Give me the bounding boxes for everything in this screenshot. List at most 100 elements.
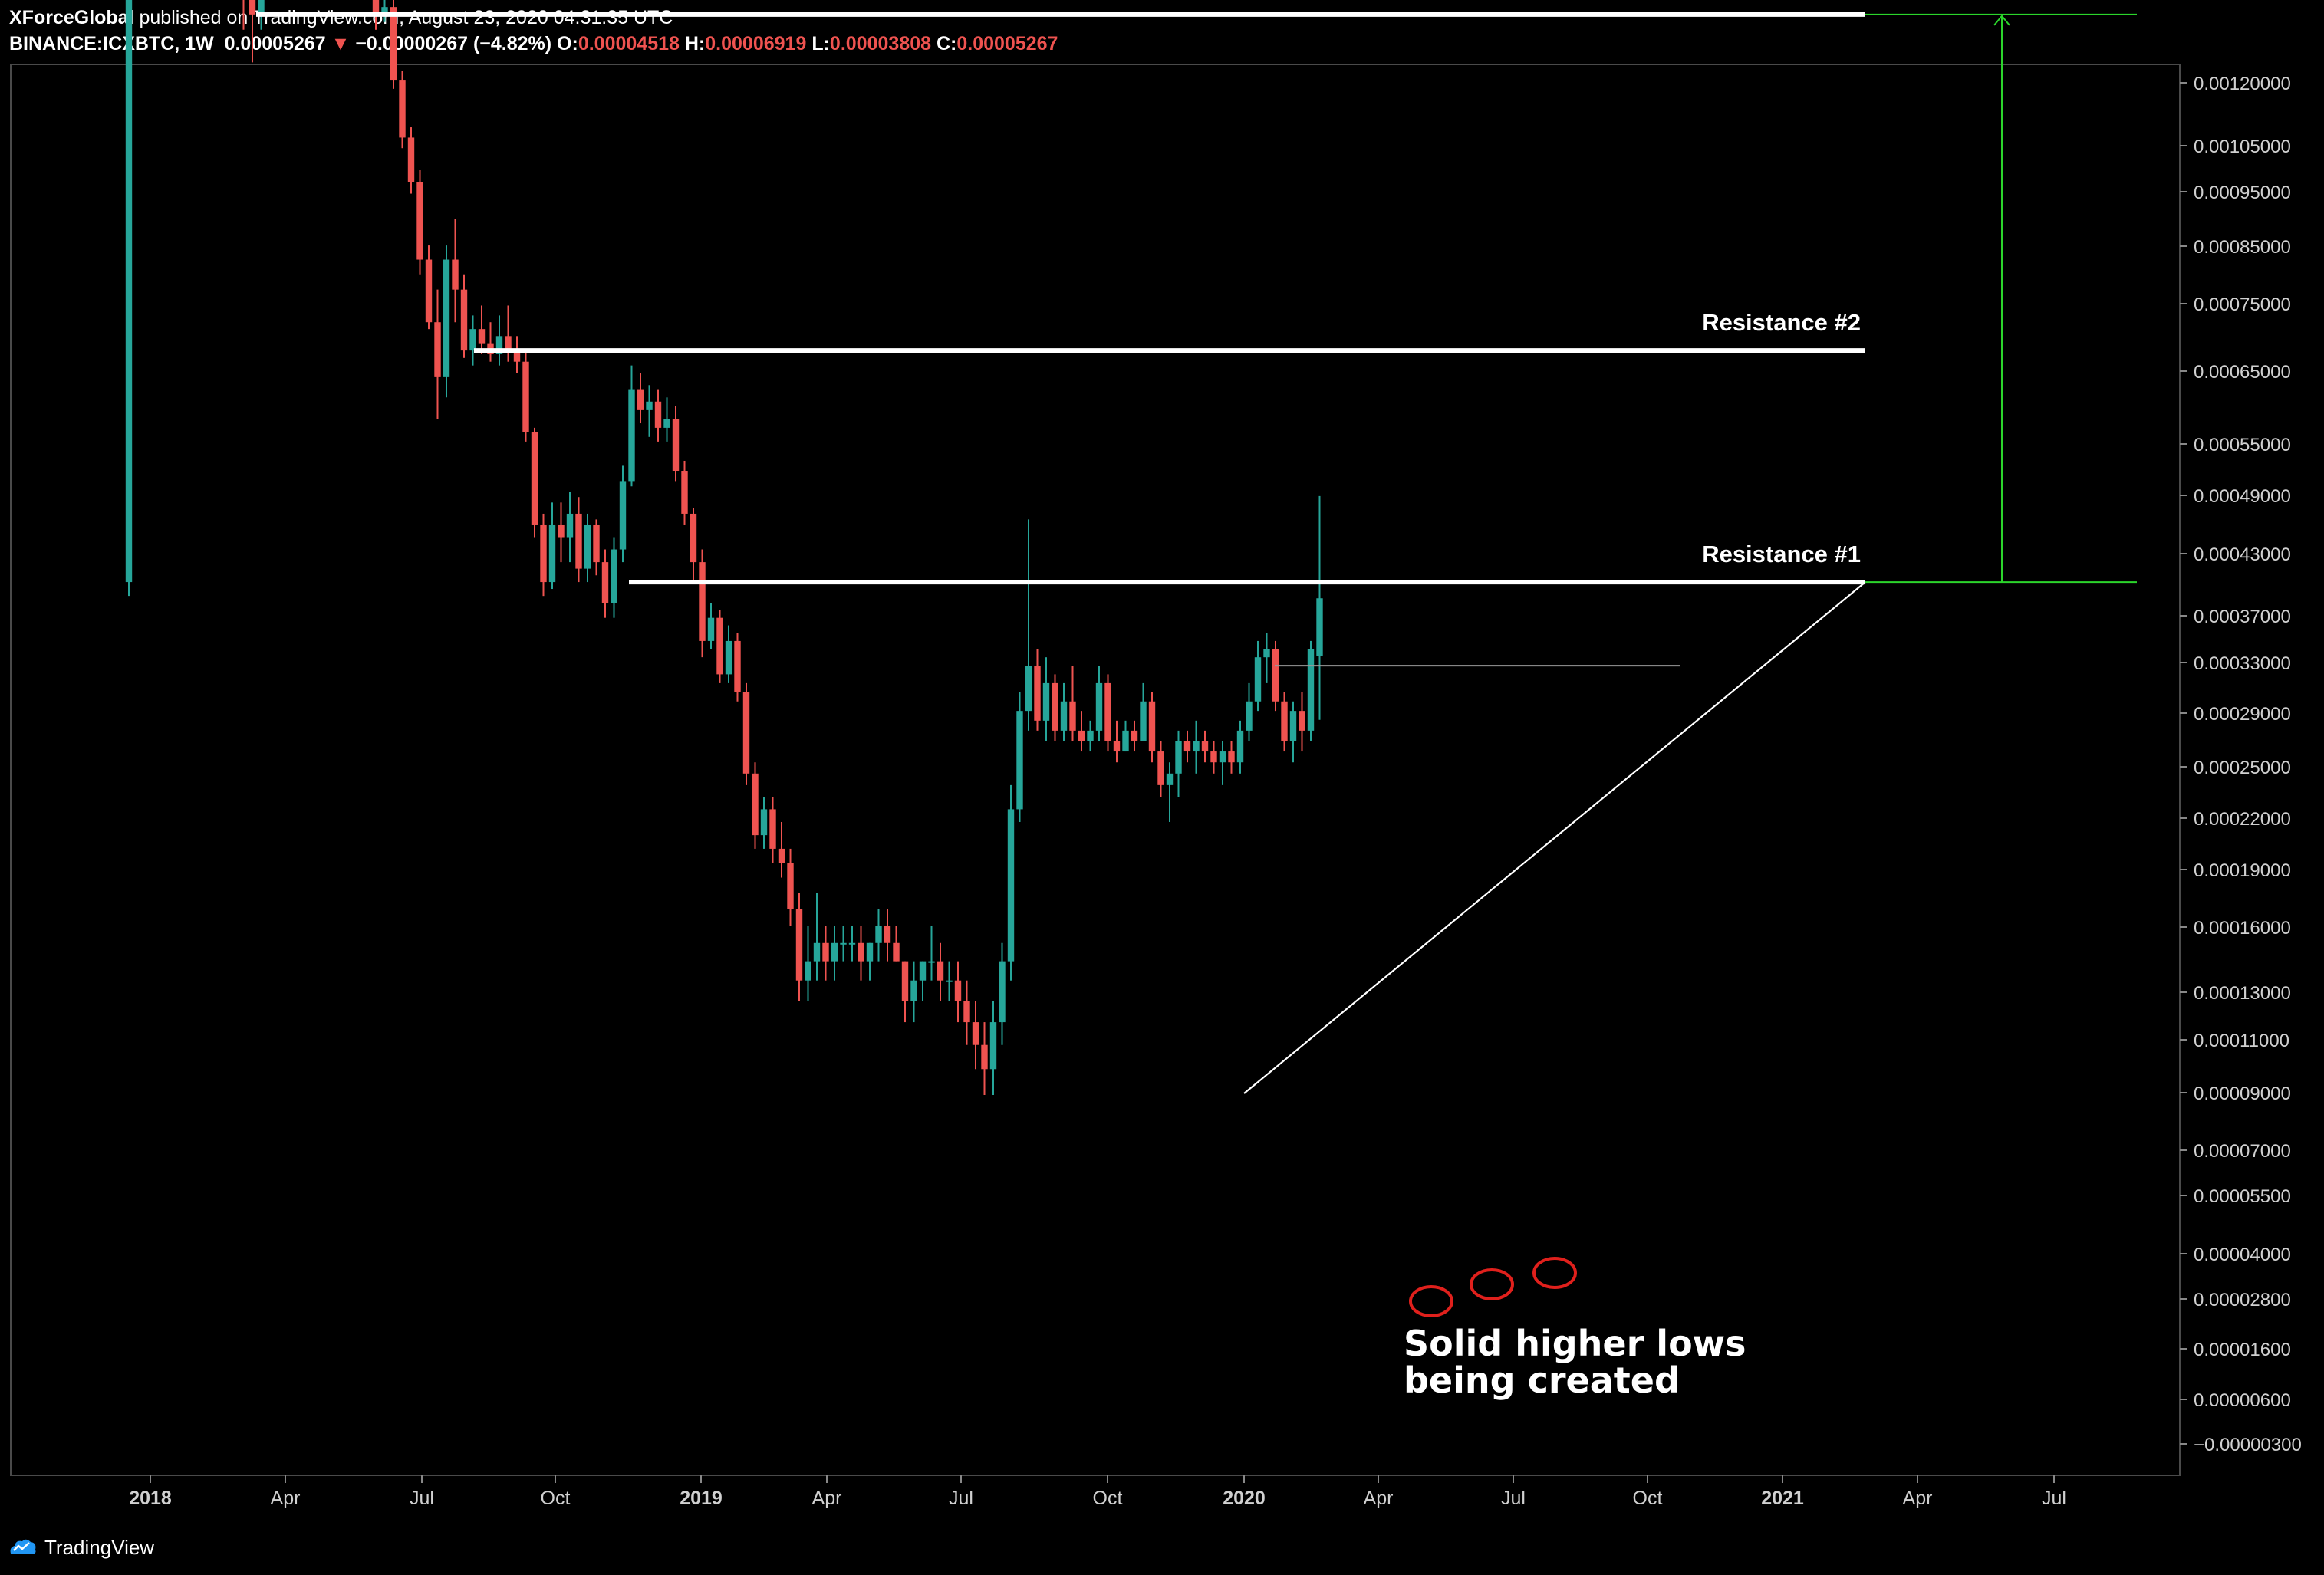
candle bbox=[884, 909, 891, 962]
price-tick-label: 0.00105000 bbox=[2194, 136, 2291, 157]
candle bbox=[611, 537, 617, 618]
candle-body bbox=[1219, 751, 1226, 763]
candle bbox=[840, 926, 847, 962]
candle-body bbox=[946, 980, 953, 982]
candle-body bbox=[848, 942, 856, 945]
annotation-text: being created bbox=[1404, 1360, 1680, 1401]
candle bbox=[381, 0, 388, 22]
candle bbox=[716, 610, 723, 683]
candle-body bbox=[407, 137, 415, 182]
price-tick-label: 0.00025000 bbox=[2194, 758, 2291, 778]
price-tick-label: 0.00007000 bbox=[2194, 1141, 2291, 1162]
candle bbox=[1263, 633, 1270, 683]
candle bbox=[258, 0, 265, 30]
candle bbox=[601, 549, 609, 618]
candle-body bbox=[813, 942, 821, 962]
price-tick-label: 0.00055000 bbox=[2194, 435, 2291, 455]
candle-body bbox=[822, 942, 829, 962]
candle-body bbox=[548, 524, 556, 583]
candle bbox=[540, 513, 547, 597]
candle-body bbox=[760, 809, 768, 836]
low-label: L: bbox=[811, 33, 830, 54]
measure-arrow-head bbox=[1993, 15, 2010, 26]
candle-body bbox=[989, 1022, 997, 1070]
time-tick-label: Jul bbox=[949, 1488, 973, 1509]
resistance-label: Resistance #1 bbox=[1702, 541, 1861, 567]
candle bbox=[242, 0, 245, 30]
candle bbox=[1166, 762, 1174, 822]
candle bbox=[963, 980, 970, 1045]
candle-body bbox=[928, 961, 935, 963]
candle bbox=[1052, 674, 1058, 741]
time-tick-label: Oct bbox=[1093, 1488, 1123, 1509]
plot-frame bbox=[10, 64, 2181, 1476]
candle bbox=[584, 513, 591, 583]
candle-body bbox=[1316, 598, 1323, 656]
candle bbox=[1016, 692, 1023, 822]
price-tick-label: 0.00029000 bbox=[2194, 704, 2291, 725]
candle bbox=[893, 926, 900, 962]
candle-body bbox=[443, 259, 450, 377]
candle-body bbox=[452, 259, 459, 290]
candle bbox=[690, 508, 697, 583]
candle-body bbox=[1113, 741, 1121, 752]
time-axis[interactable]: 2018 Apr Jul Oct 2019 Apr Jul Oct 2020 Apr Jul Oct 2… bbox=[11, 1475, 2180, 1509]
low-value: 0.00003808 bbox=[829, 33, 932, 54]
candle-body bbox=[390, 7, 397, 81]
price-tick-label: 0.00065000 bbox=[2194, 362, 2291, 383]
candle bbox=[981, 1022, 988, 1096]
higher-low-marker bbox=[1409, 1285, 1453, 1317]
candle bbox=[822, 926, 829, 981]
candle-body bbox=[628, 389, 635, 482]
candle bbox=[742, 682, 750, 785]
candle-body bbox=[1104, 682, 1111, 741]
candle bbox=[760, 797, 768, 849]
candle-body bbox=[1087, 730, 1094, 741]
higher-low-marker bbox=[1470, 1268, 1514, 1300]
candle-body bbox=[125, 0, 133, 583]
candle-body bbox=[866, 942, 874, 962]
time-tick-label: 2021 bbox=[1761, 1488, 1804, 1509]
candle bbox=[249, 0, 256, 63]
candle-body bbox=[1281, 701, 1288, 741]
author-name[interactable]: XForceGlobal bbox=[9, 7, 134, 28]
candle bbox=[795, 893, 803, 1001]
candle bbox=[452, 219, 459, 323]
candle bbox=[848, 926, 856, 962]
candle bbox=[1140, 682, 1147, 741]
candle-body bbox=[1034, 666, 1041, 721]
high-label: H: bbox=[684, 33, 706, 54]
candle-body bbox=[875, 926, 882, 943]
candle-body bbox=[1042, 682, 1050, 721]
candle bbox=[972, 1001, 979, 1070]
candle-body bbox=[575, 513, 582, 569]
candle-body bbox=[1016, 711, 1023, 810]
price-tick-label: 0.00002800 bbox=[2194, 1290, 2291, 1310]
candle-body bbox=[716, 617, 723, 675]
candle bbox=[487, 322, 494, 362]
price-tick-label: 0.00004000 bbox=[2194, 1245, 2291, 1265]
candle bbox=[1025, 519, 1032, 731]
candle-body bbox=[495, 336, 503, 354]
candle bbox=[813, 893, 821, 981]
candle-body bbox=[258, 0, 265, 15]
candle bbox=[1007, 784, 1015, 981]
candlestick-series bbox=[125, 0, 1323, 1096]
candle bbox=[805, 926, 811, 1001]
symbol-label[interactable]: BINANCE:ICXBTC, 1W bbox=[9, 33, 214, 54]
candle bbox=[1299, 692, 1305, 752]
candle bbox=[1210, 741, 1217, 774]
price-axis[interactable]: 0.00120000 0.00105000 0.00095000 0.00085000… bbox=[2179, 64, 2302, 1475]
candle bbox=[495, 315, 503, 366]
candle-body bbox=[1183, 741, 1191, 752]
candle bbox=[866, 942, 874, 981]
time-tick-label: Apr bbox=[1903, 1488, 1933, 1509]
candle-body bbox=[505, 336, 512, 351]
candle bbox=[1087, 720, 1094, 752]
candle-body bbox=[558, 524, 565, 538]
tradingview-brand[interactable]: TradingView bbox=[44, 1535, 155, 1559]
price-tick-label: 0.00085000 bbox=[2194, 237, 2291, 258]
candle-body bbox=[972, 1022, 979, 1045]
price-tick-label: 0.00009000 bbox=[2194, 1083, 2291, 1104]
